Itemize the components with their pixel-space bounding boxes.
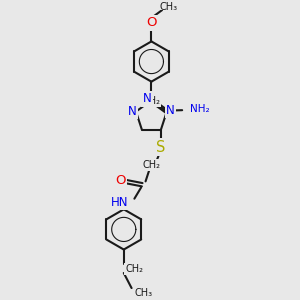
Text: CH₃: CH₃ [159,2,177,12]
Text: CH₂: CH₂ [142,96,160,106]
Text: NH₂: NH₂ [190,104,210,114]
Text: CH₂: CH₂ [125,263,143,274]
Text: N: N [143,92,152,106]
Text: HN: HN [111,196,129,209]
Text: O: O [146,16,157,29]
Text: CH₃: CH₃ [134,288,152,298]
Text: S: S [156,140,166,154]
Text: O: O [115,174,126,187]
Text: N: N [166,104,175,117]
Text: N: N [128,104,136,118]
Text: CH₂: CH₂ [142,160,160,170]
